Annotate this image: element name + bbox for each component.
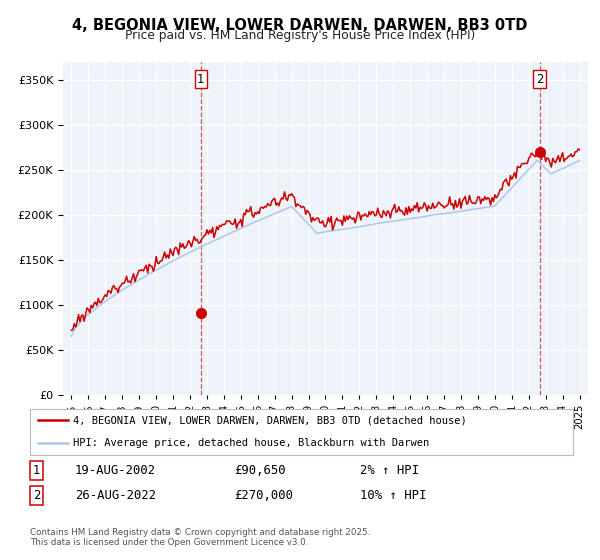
Text: 1: 1 [33,464,41,477]
Text: 4, BEGONIA VIEW, LOWER DARWEN, DARWEN, BB3 0TD (detached house): 4, BEGONIA VIEW, LOWER DARWEN, DARWEN, B… [73,416,467,425]
Text: 2: 2 [536,73,544,86]
Text: 2% ↑ HPI: 2% ↑ HPI [360,464,419,477]
Text: 4, BEGONIA VIEW, LOWER DARWEN, DARWEN, BB3 0TD: 4, BEGONIA VIEW, LOWER DARWEN, DARWEN, B… [73,18,527,33]
Text: Contains HM Land Registry data © Crown copyright and database right 2025.
This d: Contains HM Land Registry data © Crown c… [30,528,370,547]
Text: Price paid vs. HM Land Registry's House Price Index (HPI): Price paid vs. HM Land Registry's House … [125,29,475,42]
Text: 26-AUG-2022: 26-AUG-2022 [75,489,156,502]
Text: £270,000: £270,000 [234,489,293,502]
Text: 1: 1 [197,73,205,86]
Text: £90,650: £90,650 [234,464,286,477]
Text: 19-AUG-2002: 19-AUG-2002 [75,464,156,477]
Text: 2: 2 [33,489,41,502]
Text: HPI: Average price, detached house, Blackburn with Darwen: HPI: Average price, detached house, Blac… [73,438,430,448]
Text: 10% ↑ HPI: 10% ↑ HPI [360,489,427,502]
